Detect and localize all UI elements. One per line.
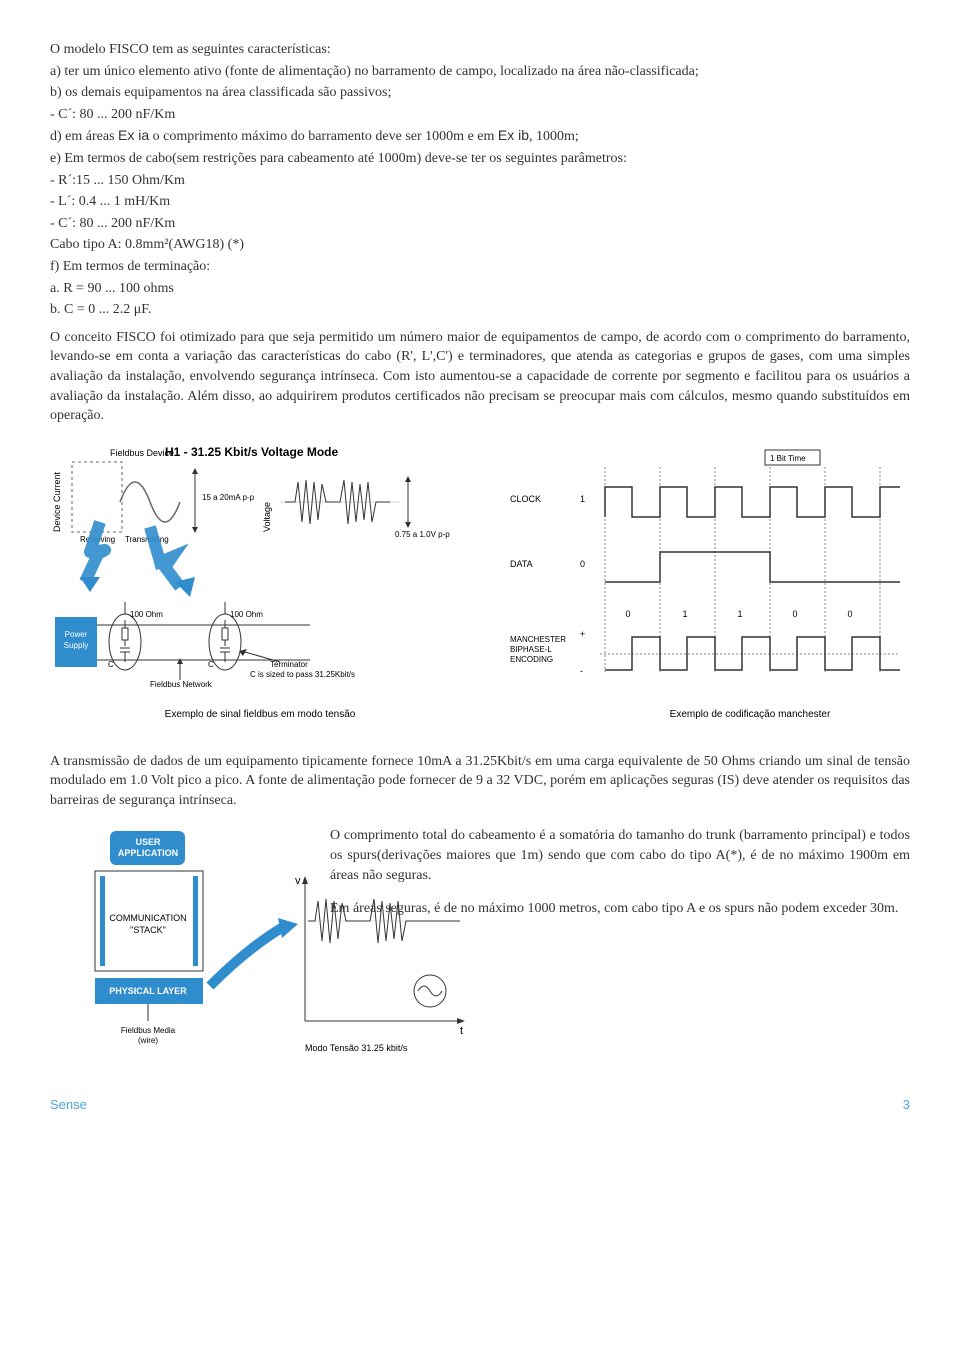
- item-r: - R´:15 ... 150 Ohm/Km: [50, 171, 910, 191]
- vpp-label: 0.75 a 1.0V p-p: [395, 530, 450, 539]
- item-d-mid: o comprimento máximo do barramento deve …: [149, 129, 498, 144]
- clock-v-label: 1: [580, 494, 585, 504]
- fieldbus-device-label: Fieldbus Device: [110, 448, 174, 458]
- item-cabo: Cabo tipo A: 0.8mm²(AWG18) (*): [50, 235, 910, 255]
- item-d-post: , 1000m;: [529, 129, 579, 144]
- amp-label: 15 a 20mA p-p: [202, 493, 255, 502]
- diagrams-row: H1 - 31.25 Kbit/s Voltage Mode Fieldbus …: [50, 442, 910, 732]
- manchester-label-3: ENCODING: [510, 655, 553, 664]
- paragraph-1: O conceito FISCO foi otimizado para que …: [50, 328, 910, 426]
- v-axis-head: [302, 876, 308, 884]
- seq-2: 1: [737, 609, 742, 619]
- item-cprime: - C´: 80 ... 200 nF/Km: [50, 214, 910, 234]
- item-b: b) os demais equipamentos na área classi…: [50, 83, 910, 103]
- seq-3: 0: [792, 609, 797, 619]
- amp-arrow-dn: [192, 527, 198, 533]
- c-sized-label: C is sized to pass 31.25Kbit/s: [250, 670, 355, 679]
- clock-waveform: [605, 487, 900, 517]
- voltage-mode-diagram: H1 - 31.25 Kbit/s Voltage Mode Fieldbus …: [50, 442, 470, 732]
- item-a: a) ter um único elemento ativo (fonte de…: [50, 62, 910, 82]
- right-p1: O comprimento total do cabeamento é a so…: [330, 826, 910, 885]
- lower-section: USER APPLICATION COMMUNICATION "STACK" P…: [50, 826, 910, 1066]
- ex-ia: Ex ia: [118, 127, 149, 143]
- footer-right: 3: [903, 1096, 910, 1114]
- vpp-up: [405, 476, 411, 482]
- item-fb: b. C = 0 ... 2.2 μF.: [50, 300, 910, 320]
- v-label: v: [295, 875, 301, 887]
- stack-diagram: USER APPLICATION COMMUNICATION "STACK" P…: [50, 826, 310, 1066]
- seq-1: 1: [682, 609, 687, 619]
- manchester-label-1: MANCHESTER: [510, 635, 566, 644]
- item-f: f) Em termos de terminação:: [50, 257, 910, 277]
- voltage-label: Voltage: [262, 502, 272, 532]
- blue-arrow-1: [85, 522, 105, 582]
- ohm-label-2: 100 Ohm: [230, 610, 263, 619]
- intro-text: O modelo FISCO tem as seguintes caracter…: [50, 40, 910, 60]
- terminator-label: Terminator: [270, 660, 308, 669]
- device-current-label: Device Current: [52, 471, 62, 532]
- manchester-label-2: BIPHASE-L: [510, 645, 552, 654]
- page-footer: Sense 3: [50, 1096, 910, 1114]
- ex-ib: Ex ib: [498, 127, 529, 143]
- power-supply-label-2: Supply: [64, 641, 88, 650]
- c-label-2: C: [208, 660, 214, 669]
- diag2-caption: Exemplo de codificação manchester: [670, 709, 831, 720]
- media-1: Fieldbus Media: [121, 1026, 176, 1035]
- item-d: d) em áreas Ex ia o comprimento máximo d…: [50, 126, 910, 147]
- comm-2: "STACK": [130, 925, 166, 935]
- seq-4: 0: [847, 609, 852, 619]
- c-label-1: C: [108, 660, 114, 669]
- t2-resistor: [222, 628, 228, 640]
- seq-0: 0: [625, 609, 630, 619]
- comm-1: COMMUNICATION: [109, 913, 186, 923]
- t1-resistor: [122, 628, 128, 640]
- item-e: e) Em termos de cabo(sem restrições para…: [50, 149, 910, 169]
- item-fa: a. R = 90 ... 100 ohms: [50, 279, 910, 299]
- item-l: - L´: 0.4 ... 1 mH/Km: [50, 192, 910, 212]
- stack-arrow: [210, 926, 285, 986]
- media-2: (wire): [138, 1036, 158, 1045]
- vpp-dn: [405, 522, 411, 528]
- clock-label: CLOCK: [510, 494, 541, 504]
- comm-left-bar: [100, 876, 105, 966]
- user-app-1: USER: [135, 837, 161, 847]
- fieldbus-network-label: Fieldbus Network: [150, 680, 213, 689]
- item-d-pre: d) em áreas: [50, 129, 118, 144]
- data-v-label: 0: [580, 559, 585, 569]
- phys-label: PHYSICAL LAYER: [109, 986, 187, 996]
- plus-label: +: [580, 629, 585, 639]
- voltage-mode-svg: H1 - 31.25 Kbit/s Voltage Mode Fieldbus …: [50, 442, 470, 732]
- stack-arrow-head: [278, 918, 298, 938]
- power-supply-label-1: Power: [65, 630, 88, 639]
- data-waveform: [605, 552, 900, 582]
- manchester-diagram: 1 Bit Time CLOCK 1 DATA 0 0 1 1 0 0 + MA…: [490, 442, 910, 732]
- diag1-caption: Exemplo de sinal fieldbus em modo tensão: [165, 709, 356, 720]
- comm-right-bar: [193, 876, 198, 966]
- bit-time-label: 1 Bit Time: [770, 454, 806, 463]
- right-text-block: O comprimento total do cabeamento é a so…: [330, 826, 910, 1066]
- data-label: DATA: [510, 559, 533, 569]
- minus-label: -: [580, 666, 583, 676]
- amp-arrow-up: [192, 468, 198, 474]
- footer-left: Sense: [50, 1096, 87, 1114]
- paragraph-2: A transmissão de dados de um equipamento…: [50, 752, 910, 811]
- blue-arrow-head-1: [80, 577, 100, 592]
- item-c: - C´: 80 ... 200 nF/Km: [50, 105, 910, 125]
- diag1-title: H1 - 31.25 Kbit/s Voltage Mode: [165, 445, 338, 459]
- manchester-svg: 1 Bit Time CLOCK 1 DATA 0 0 1 1 0 0 + MA…: [490, 442, 910, 732]
- sine-icon: [120, 482, 180, 522]
- fn-arrow-head: [177, 658, 183, 664]
- ohm-label-1: 100 Ohm: [130, 610, 163, 619]
- user-app-2: APPLICATION: [118, 848, 178, 858]
- right-p2: Em áreas seguras, é de no máximo 1000 me…: [330, 899, 910, 919]
